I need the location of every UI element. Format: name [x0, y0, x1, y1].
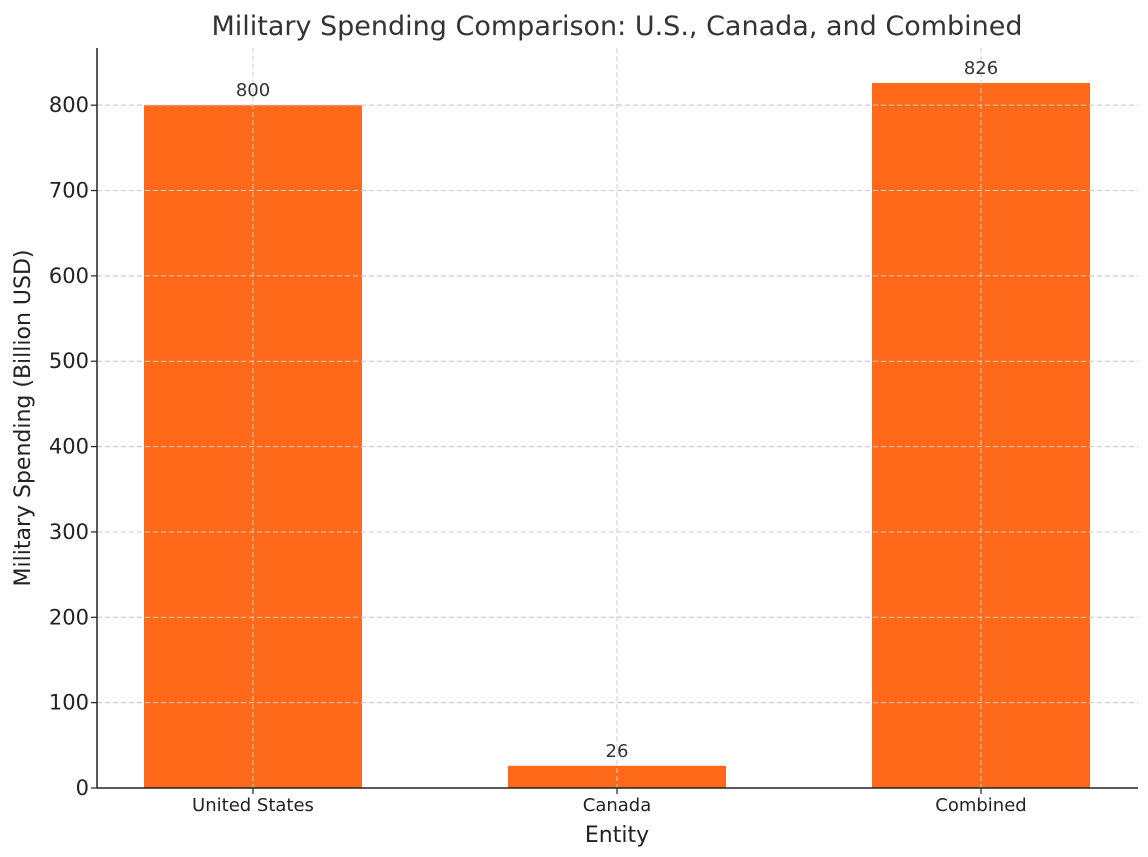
y-tick-label: 100 [49, 691, 89, 715]
x-tick-label: Combined [935, 795, 1026, 816]
chart-title: Military Spending Comparison: U.S., Cana… [211, 11, 1022, 42]
y-tick-label: 400 [49, 435, 89, 459]
x-axis-label: Entity [585, 823, 649, 848]
data-label: 826 [964, 58, 998, 79]
y-tick-label: 700 [49, 179, 89, 203]
y-tick-label: 300 [49, 520, 89, 544]
data-label: 800 [236, 80, 270, 101]
y-tick-label: 0 [76, 776, 89, 800]
y-tick-label: 200 [49, 605, 89, 629]
x-tick-label: United States [192, 795, 314, 816]
axes-layer: 0 100 200 300 400 500 600 700 800 United States Ca… [49, 48, 1138, 816]
bars-layer [97, 48, 1138, 789]
y-axis-label: Military Spending (Billion USD) [11, 250, 36, 587]
y-tick-label: 500 [49, 349, 89, 373]
y-tick-label: 600 [49, 264, 89, 288]
y-tick-label: 800 [49, 93, 89, 117]
labels-layer: 800 26 826 [236, 58, 998, 762]
x-tick-label: Canada [583, 795, 652, 816]
data-label: 26 [606, 741, 629, 762]
